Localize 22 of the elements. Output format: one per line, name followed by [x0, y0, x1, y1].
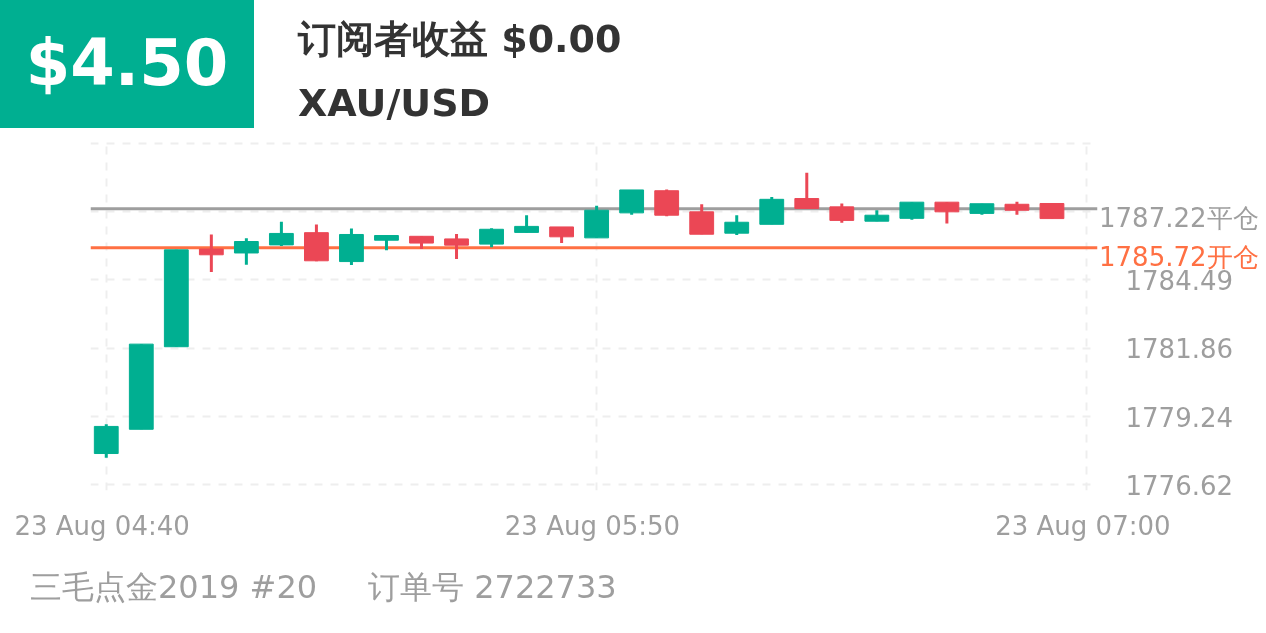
x-tick-label: 23 Aug 07:00: [995, 510, 1171, 541]
ref-line-label: 1787.22平仓: [1099, 202, 1259, 236]
candlestick: [268, 221, 294, 246]
candlestick: [479, 228, 504, 249]
candlestick: [198, 234, 224, 272]
candlestick: [794, 172, 820, 209]
text: 三毛点金2019 #20 订单号 2722733: [30, 568, 617, 606]
x-tick-label: 23 Aug 05:50: [504, 510, 681, 541]
candlestick: [444, 233, 469, 259]
y-tick-label: 1781.86: [1125, 334, 1234, 365]
x-tick-label: 23 Aug 04:40: [14, 510, 190, 541]
y-tick-label: 1779.24: [1125, 402, 1234, 433]
candlestick: [689, 204, 715, 236]
chart-title: 订阅者收益 $0.00: [298, 16, 622, 63]
candlestick: [829, 203, 855, 223]
text: $4.50: [0, 0, 254, 128]
candlestick: [233, 238, 259, 265]
chart-subtitle: XAU/USD: [298, 80, 491, 127]
y-tick-label: 1776.62: [1125, 470, 1234, 501]
candlestick: [934, 201, 960, 224]
candlestick: [724, 215, 750, 235]
candlestick: [619, 189, 645, 215]
